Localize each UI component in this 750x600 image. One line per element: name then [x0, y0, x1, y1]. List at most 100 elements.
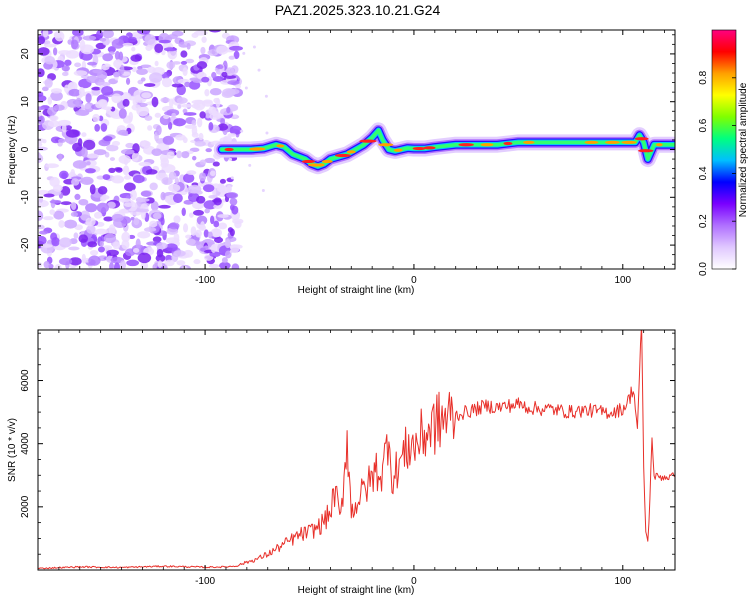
- noise-blob: [106, 249, 119, 257]
- noise-blob: [185, 238, 196, 246]
- noise-blob: [132, 174, 145, 184]
- noise-blob: [94, 228, 108, 235]
- noise-blob: [143, 83, 156, 87]
- noise-blob: [196, 195, 206, 204]
- noise-blob: [97, 186, 108, 195]
- noise-blob: [208, 264, 220, 269]
- noise-blob: [165, 243, 178, 252]
- noise-blob: [58, 220, 65, 228]
- noise-blob: [43, 261, 50, 269]
- noise-blob: [191, 119, 197, 127]
- noise-blob: [201, 100, 214, 107]
- noise-blob: [210, 215, 215, 225]
- noise-blob: [176, 97, 188, 104]
- noise-blob: [78, 86, 85, 98]
- noise-blob: [225, 67, 235, 76]
- noise-blob: [143, 227, 157, 233]
- noise-blob: [103, 233, 117, 244]
- noise-blob: [123, 202, 134, 207]
- track-hotspot: [634, 137, 649, 141]
- colorbar: 0.0 0.2 0.4 0.6 0.8 Normalized spectral ampl…: [698, 29, 749, 276]
- noise-blob: [173, 193, 183, 204]
- noise-blob: [144, 34, 156, 45]
- noise-blob: [213, 204, 223, 209]
- x-tick-label: 100: [614, 275, 631, 286]
- noise-blob: [38, 138, 45, 144]
- noise-blob: [168, 222, 180, 230]
- noise-blob: [135, 196, 144, 203]
- noise-blob: [154, 112, 161, 118]
- noise-blob: [210, 244, 217, 253]
- y-tick-label: 4000: [20, 432, 31, 455]
- noise-blob: [141, 140, 151, 148]
- noise-blob: [122, 42, 134, 47]
- x-tick-label: 0: [411, 576, 417, 587]
- noise-blob: [176, 150, 183, 159]
- noise-blob: [226, 192, 239, 199]
- noise-blob: [149, 182, 158, 191]
- noise-blob: [38, 152, 42, 163]
- noise-blob: [209, 113, 221, 120]
- noise-blob: [155, 242, 168, 250]
- noise-blob: [168, 171, 177, 180]
- noise-blob: [196, 61, 208, 70]
- noise-blob: [96, 70, 108, 80]
- noise-blob: [121, 231, 131, 243]
- noise-blob: [59, 237, 72, 248]
- noise-blob: [72, 30, 84, 37]
- noise-blob: [50, 91, 63, 102]
- noise-blob: [128, 234, 136, 239]
- track-hotspot: [412, 146, 426, 151]
- noise-blob: [229, 45, 243, 51]
- track-hotspot: [359, 139, 377, 143]
- noise-speck: [265, 131, 269, 135]
- noise-blob: [121, 148, 135, 155]
- track-hotspot: [249, 147, 266, 151]
- noise-blob: [137, 252, 152, 264]
- noise-blob: [141, 92, 152, 99]
- noise-speck: [264, 94, 268, 98]
- noise-blob: [70, 211, 79, 217]
- noise-blob: [99, 37, 107, 42]
- noise-blob: [152, 212, 162, 220]
- noise-blob: [74, 224, 83, 231]
- noise-blob: [174, 177, 179, 185]
- noise-blob: [111, 140, 121, 146]
- noise-blob: [92, 113, 100, 123]
- noise-blob: [190, 226, 197, 236]
- noise-blob: [91, 86, 101, 91]
- noise-blob: [164, 259, 175, 267]
- noise-blob: [131, 152, 140, 162]
- track-hotspot: [393, 148, 403, 152]
- noise-blob: [157, 260, 163, 269]
- noise-blob: [126, 259, 140, 267]
- y-tick-label: -20: [20, 237, 31, 252]
- noise-speck: [229, 250, 233, 254]
- noise-blob: [145, 44, 153, 51]
- noise-blob: [80, 176, 94, 185]
- noise-blob: [47, 107, 57, 116]
- noise-blob: [101, 85, 114, 96]
- noise-blob: [79, 39, 86, 51]
- noise-blob: [78, 234, 89, 243]
- spectrogram-noise-region: [38, 30, 269, 269]
- noise-blob: [81, 132, 87, 137]
- noise-blob: [93, 211, 103, 219]
- noise-blob: [200, 221, 205, 230]
- noise-blob: [183, 112, 197, 116]
- colorbar-gradient: [711, 29, 737, 270]
- noise-blob: [185, 58, 195, 64]
- noise-blob: [181, 151, 190, 159]
- noise-blob: [111, 93, 122, 104]
- noise-blob: [163, 47, 178, 52]
- noise-blob: [219, 261, 231, 269]
- noise-blob: [120, 64, 125, 75]
- noise-blob: [194, 140, 206, 147]
- noise-blob: [184, 81, 191, 88]
- noise-blob: [133, 217, 140, 226]
- chart-title: PAZ1.2025.323.10.21.G24: [274, 2, 441, 18]
- noise-blob: [191, 99, 205, 105]
- noise-blob: [97, 246, 105, 253]
- spectrogram-signal-track: [213, 122, 675, 175]
- noise-blob: [64, 84, 70, 94]
